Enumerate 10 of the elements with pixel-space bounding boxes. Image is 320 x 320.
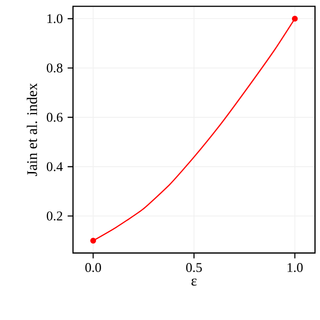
x-tick-label: 0.5 <box>186 263 202 272</box>
x-tick-label: 1.0 <box>288 263 303 272</box>
y-tick-label: 0.6 <box>46 112 63 122</box>
x-tick-label: 0.0 <box>85 263 102 272</box>
y-tick-label: 1.0 <box>47 14 62 24</box>
y-tick-label: 0.2 <box>46 211 62 221</box>
y-tick-label: 0.8 <box>46 63 62 73</box>
y-axis-title: Jain et al. index <box>26 83 38 176</box>
y-tick-label: 0.4 <box>46 162 63 172</box>
x-axis-title: ε <box>191 278 197 286</box>
